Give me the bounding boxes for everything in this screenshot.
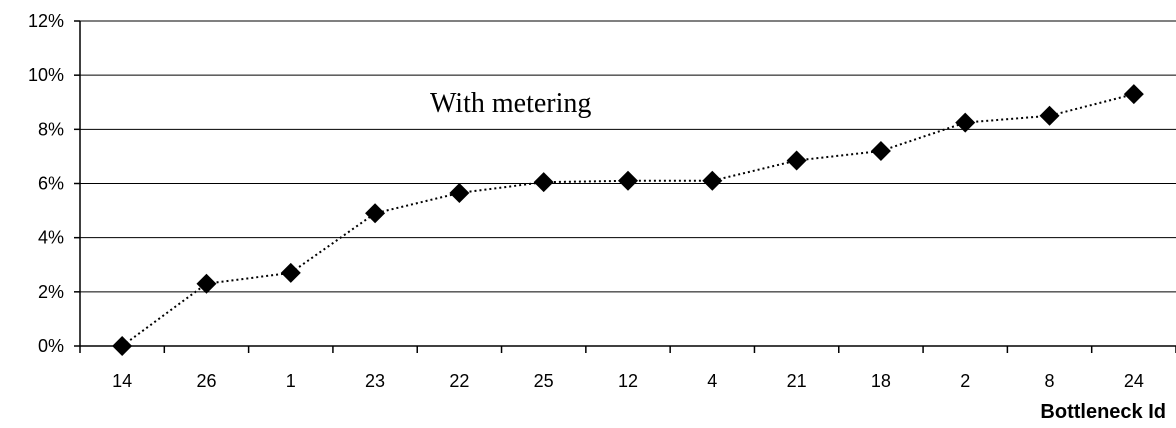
data-point-marker <box>870 141 891 161</box>
data-point-marker <box>280 262 301 283</box>
data-point-marker <box>112 336 133 356</box>
x-tick-label: 26 <box>196 371 216 391</box>
data-point-marker <box>955 112 976 133</box>
data-point-marker <box>786 150 807 171</box>
y-tick-label: 8% <box>38 119 64 139</box>
x-axis-ticks: 14 26 1 23 22 25 12 4 21 18 2 8 24 <box>79 346 1176 391</box>
grid-lines <box>80 20 1176 293</box>
data-point-marker <box>533 172 554 193</box>
x-tick-label: 1 <box>286 371 296 391</box>
x-axis-title: Bottleneck Id <box>1040 401 1166 423</box>
y-axis-ticks: 0% 2% 4% 6% 8% 10% 12% <box>28 11 80 356</box>
y-tick-label: 2% <box>38 282 64 302</box>
data-point-marker <box>1123 84 1144 105</box>
x-tick-label: 12 <box>618 371 638 391</box>
x-tick-label: 18 <box>871 371 891 391</box>
y-tick-label: 12% <box>28 11 64 31</box>
x-tick-label: 25 <box>534 371 554 391</box>
y-tick-label: 6% <box>38 174 64 194</box>
y-tick-label: 4% <box>38 228 64 248</box>
y-tick-label: 10% <box>28 65 64 85</box>
x-tick-label: 8 <box>1045 371 1055 391</box>
data-point-marker <box>702 170 723 191</box>
data-point-marker <box>449 182 470 203</box>
data-point-marker <box>196 273 217 294</box>
series-line <box>121 93 1135 347</box>
y-tick-label: 0% <box>38 336 64 356</box>
chart-annotation: With metering <box>430 88 591 119</box>
x-tick-label: 4 <box>707 371 717 391</box>
x-tick-label: 23 <box>365 371 385 391</box>
x-tick-label: 22 <box>449 371 469 391</box>
x-tick-label: 24 <box>1124 371 1144 391</box>
x-tick-label: 2 <box>960 371 970 391</box>
data-point-marker <box>1039 105 1060 126</box>
data-point-marker <box>618 170 638 191</box>
data-point-marker <box>365 203 386 224</box>
x-tick-label: 14 <box>112 371 132 391</box>
x-tick-label: 21 <box>787 371 807 391</box>
series-markers <box>112 84 1144 356</box>
